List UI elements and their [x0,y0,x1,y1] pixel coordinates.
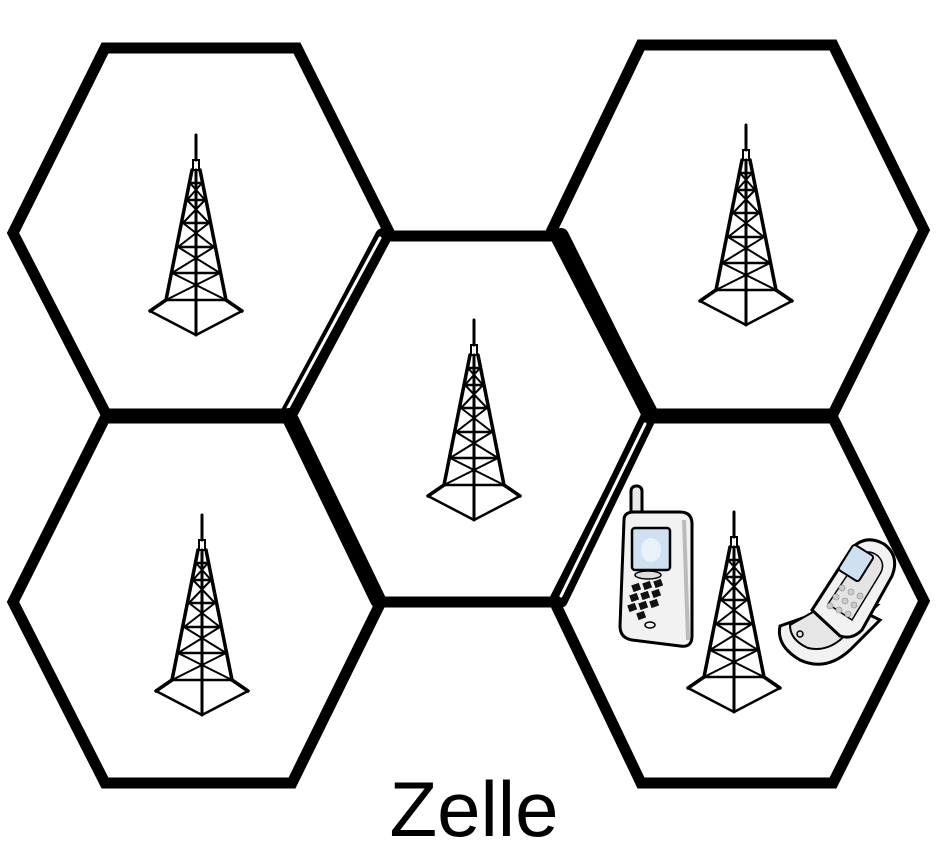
cell-top-left [6,42,396,420]
radio-tower-icon [148,133,244,337]
radio-tower-icon [154,513,250,717]
cell-bottom-left [6,412,388,789]
radio-tower-icon [686,510,782,714]
flip-phone-icon [777,538,897,666]
mobile-phone-icon [618,484,694,648]
shared-borders [281,228,656,608]
cell-center [278,230,660,608]
diagram-caption: Zelle [389,765,559,853]
radio-tower-icon [426,318,522,522]
radio-tower-icon [698,123,794,327]
